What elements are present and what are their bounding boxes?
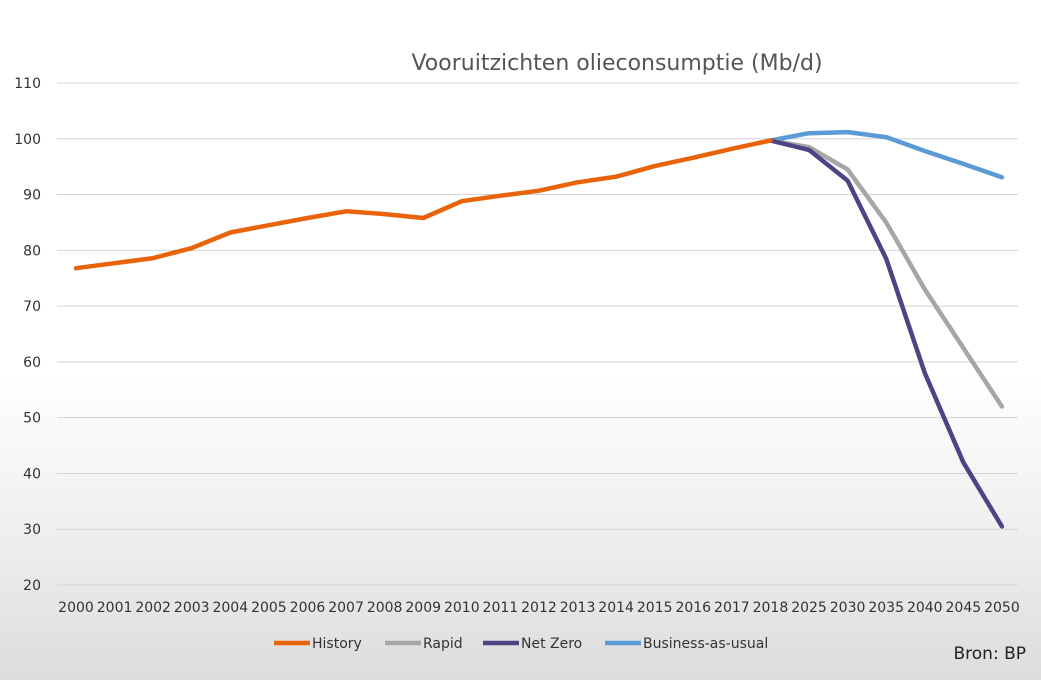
x-tick-label: 2010 [444, 600, 480, 616]
x-tick-label: 2017 [714, 600, 750, 616]
legend-label: Net Zero [521, 636, 582, 652]
x-tick-label: 2007 [328, 600, 364, 616]
y-tick-label: 90 [23, 188, 41, 204]
source-label: Bron: BP [954, 644, 1027, 664]
x-tick-label: 2004 [212, 600, 248, 616]
x-tick-label: 2008 [367, 600, 403, 616]
legend-item-business-as-usual: Business-as-usual [605, 636, 768, 652]
y-tick-label: 70 [23, 299, 41, 315]
x-tick-label: 2012 [521, 600, 557, 616]
x-tick-label: 2045 [946, 600, 982, 616]
y-tick-label: 100 [14, 132, 41, 148]
legend-label: Rapid [423, 636, 463, 652]
series-line-business-as-usual [768, 129, 1005, 180]
y-tick-label: 20 [23, 578, 41, 594]
x-tick-label: 2018 [753, 600, 789, 616]
series-line-net-zero [768, 138, 1005, 529]
x-tick-label: 2050 [984, 600, 1020, 616]
x-tick-label: 2014 [598, 600, 634, 616]
x-axis-tick-labels: 2000 2001 2002 2003 2004 2005 2006 2007 2008 2009… [58, 600, 1020, 616]
x-tick-label: 2011 [483, 600, 519, 616]
legend-label: History [312, 636, 362, 652]
x-tick-label: 2005 [251, 600, 287, 616]
x-tick-label: 2000 [58, 600, 94, 616]
chart-title: Vooruitzichten olieconsumptie (Mb/d) [411, 51, 822, 76]
x-tick-label: 2016 [675, 600, 711, 616]
y-tick-label: 50 [23, 411, 41, 427]
y-axis-tick-labels: 20 30 40 50 60 70 80 90 100 110 [14, 76, 41, 594]
legend: History Rapid Net Zero Business-as-usual [274, 636, 768, 652]
x-tick-label: 2003 [174, 600, 210, 616]
y-tick-label: 110 [14, 76, 41, 92]
x-tick-label: 2013 [560, 600, 596, 616]
y-tick-label: 60 [23, 355, 41, 371]
series-line-rapid [768, 138, 1005, 409]
x-tick-label: 2030 [830, 600, 866, 616]
series-line-history [73, 138, 773, 271]
y-tick-label: 30 [23, 522, 41, 538]
series-lines [73, 129, 1005, 529]
gridlines [57, 82, 1018, 586]
legend-item-net-zero: Net Zero [483, 636, 582, 652]
x-tick-label: 2006 [290, 600, 326, 616]
x-tick-label: 2015 [637, 600, 673, 616]
y-tick-label: 80 [23, 243, 41, 259]
x-tick-label: 2040 [907, 600, 943, 616]
legend-item-history: History [274, 636, 362, 652]
x-tick-label: 2025 [791, 600, 827, 616]
legend-label: Business-as-usual [643, 636, 768, 652]
x-tick-label: 2001 [97, 600, 133, 616]
x-tick-label: 2035 [868, 600, 904, 616]
x-tick-label: 2009 [405, 600, 441, 616]
legend-item-rapid: Rapid [385, 636, 463, 652]
y-tick-label: 40 [23, 466, 41, 482]
x-tick-label: 2002 [135, 600, 171, 616]
